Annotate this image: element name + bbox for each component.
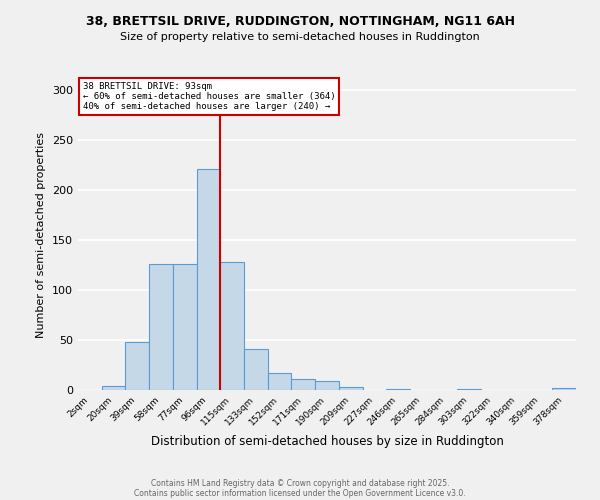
Text: Contains HM Land Registry data © Crown copyright and database right 2025.: Contains HM Land Registry data © Crown c… [151,478,449,488]
Bar [244,349,268,390]
Bar [268,373,292,390]
Bar [125,342,149,390]
Bar [386,389,410,390]
Text: Size of property relative to semi-detached houses in Ruddington: Size of property relative to semi-detach… [120,32,480,42]
Bar [292,379,315,390]
Bar [457,389,481,390]
Bar [339,387,362,390]
Text: 38, BRETTSIL DRIVE, RUDDINGTON, NOTTINGHAM, NG11 6AH: 38, BRETTSIL DRIVE, RUDDINGTON, NOTTINGH… [86,15,515,28]
Bar [149,264,173,390]
Bar [220,262,244,390]
Text: 38 BRETTSIL DRIVE: 93sqm
← 60% of semi-detached houses are smaller (364)
40% of : 38 BRETTSIL DRIVE: 93sqm ← 60% of semi-d… [83,82,335,112]
Bar [102,386,125,390]
Bar [197,169,220,390]
X-axis label: Distribution of semi-detached houses by size in Ruddington: Distribution of semi-detached houses by … [151,436,503,448]
Bar [173,264,197,390]
Text: Contains public sector information licensed under the Open Government Licence v3: Contains public sector information licen… [134,488,466,498]
Y-axis label: Number of semi-detached properties: Number of semi-detached properties [37,132,46,338]
Bar [315,381,339,390]
Bar [552,388,576,390]
